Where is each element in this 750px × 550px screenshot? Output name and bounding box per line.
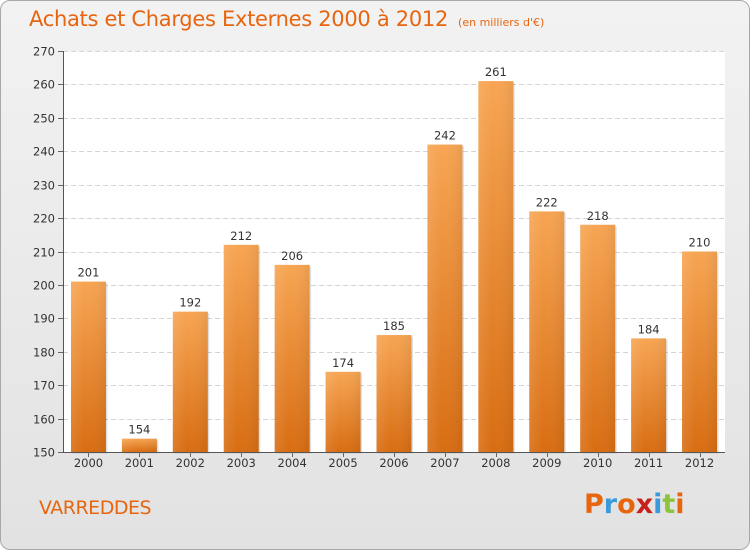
logo-letter: i: [675, 489, 685, 520]
value-label-2009: 222: [536, 195, 558, 209]
x-tick-label-2009: 2009: [532, 456, 561, 470]
y-tick-label: 190: [33, 312, 55, 326]
y-tick-label: 220: [33, 212, 55, 226]
bar-shine: [325, 371, 361, 452]
logo-letter: t: [662, 489, 676, 520]
x-tick-label-2006: 2006: [379, 456, 408, 470]
y-tick-label: 250: [33, 112, 55, 126]
x-tick-label-2007: 2007: [430, 456, 459, 470]
bar-shine: [223, 244, 259, 452]
x-tick-label-2001: 2001: [125, 456, 154, 470]
logo-letter: r: [603, 489, 618, 520]
value-label-2007: 242: [434, 129, 456, 143]
bar-shine: [70, 281, 106, 452]
x-tick-label-2012: 2012: [685, 456, 714, 470]
value-label-2008: 261: [485, 65, 507, 79]
y-tick-label: 270: [33, 45, 55, 59]
bar-shine: [274, 264, 310, 452]
y-tick-label: 210: [33, 246, 55, 260]
logo-letter: o: [617, 489, 636, 520]
bar-shine: [478, 81, 514, 452]
y-tick-label: 260: [33, 78, 55, 92]
value-label-2006: 185: [383, 319, 405, 333]
town-name: VARREDDES: [39, 497, 152, 519]
chart-title: Achats et Charges Externes 2000 à 2012 (e…: [29, 7, 544, 31]
y-tick-label: 170: [33, 379, 55, 393]
value-label-2001: 154: [128, 423, 150, 437]
value-label-2005: 174: [332, 356, 354, 370]
x-tick-label-2005: 2005: [328, 456, 357, 470]
logo-letter: P: [584, 489, 604, 520]
x-tick-label-2003: 2003: [227, 456, 256, 470]
title-text: Achats et Charges Externes 2000 à 2012: [29, 7, 449, 31]
bar-shine: [682, 251, 718, 452]
bar-shine: [121, 438, 157, 452]
y-tick-label: 160: [33, 413, 55, 427]
value-label-2004: 206: [281, 249, 303, 263]
y-tick-label: 150: [33, 446, 55, 460]
value-label-2012: 210: [689, 236, 711, 250]
y-tick-label: 200: [33, 279, 55, 293]
title-unit: (en milliers d'€): [458, 16, 545, 29]
bar-shine: [427, 144, 463, 453]
bar-shine: [172, 311, 208, 452]
x-tick-label-2000: 2000: [74, 456, 103, 470]
y-tick-label: 230: [33, 179, 55, 193]
bar-shine: [529, 211, 565, 452]
bar-shine: [376, 335, 412, 452]
proxiti-logo: Proxiti: [584, 489, 685, 520]
value-label-2002: 192: [179, 296, 201, 310]
x-tick-label-2002: 2002: [176, 456, 205, 470]
logo-letter: x: [635, 489, 654, 520]
y-tick-label: 240: [33, 145, 55, 159]
x-tick-label-2008: 2008: [481, 456, 510, 470]
x-tick-label-2010: 2010: [583, 456, 612, 470]
value-label-2003: 212: [230, 229, 252, 243]
value-label-2011: 184: [638, 322, 660, 336]
value-label-2010: 218: [587, 209, 609, 223]
x-tick-label-2004: 2004: [278, 456, 307, 470]
logo-letter: i: [653, 489, 663, 520]
y-tick-label: 180: [33, 346, 55, 360]
value-label-2000: 201: [77, 266, 99, 280]
bar-shine: [580, 224, 616, 452]
bar-shine: [631, 338, 667, 452]
x-tick-label-2011: 2011: [634, 456, 663, 470]
